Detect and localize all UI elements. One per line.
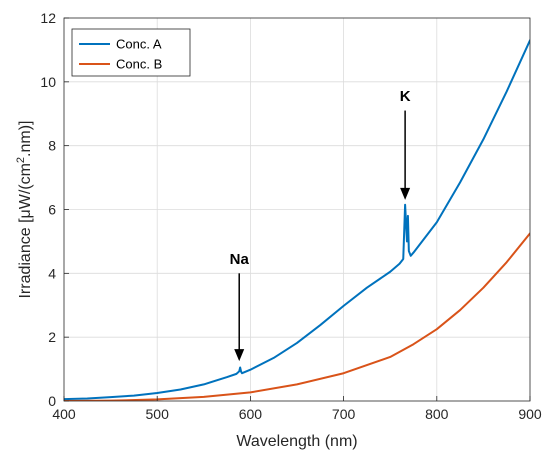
x-tick-label: 900: [518, 406, 542, 422]
y-tick-label: 12: [40, 10, 56, 26]
y-axis-label: Irradiance [μW/(cm2.nm)]: [15, 120, 34, 298]
x-tick-label: 800: [425, 406, 449, 422]
y-tick-label: 0: [48, 393, 56, 409]
x-tick-label: 600: [239, 406, 263, 422]
y-tick-label: 6: [48, 202, 56, 218]
y-tick-label: 8: [48, 138, 56, 154]
annotation-label-na: Na: [230, 251, 250, 268]
legend-box: [71, 28, 191, 77]
series-layer: [64, 39, 530, 401]
annotation-arrow-head-na: [234, 349, 245, 362]
x-tick-label: 500: [146, 406, 170, 422]
x-axis-label: Wavelength (nm): [236, 433, 357, 450]
y-tick-label: 4: [48, 265, 56, 281]
y-tick-label: 10: [40, 74, 56, 90]
legend-label-conc-b: Conc. B: [116, 57, 162, 72]
x-tick-label: 400: [52, 406, 76, 422]
grid: [64, 18, 530, 401]
annotation-arrow-head-k: [400, 187, 411, 200]
legend: Conc. A Conc. B: [71, 28, 191, 77]
y-tick-label: 2: [48, 329, 56, 345]
annotations: Na K: [230, 88, 411, 362]
x-tick-label: 700: [332, 406, 356, 422]
legend-label-conc-a: Conc. A: [116, 37, 162, 52]
series-line-conc-a: [64, 39, 530, 401]
annotation-label-k: K: [400, 88, 411, 105]
axis-ticks: 400 500 600 700 800 900 0 2 4 6 8 10 12: [40, 10, 541, 422]
series-line-conc-b: [64, 232, 530, 401]
